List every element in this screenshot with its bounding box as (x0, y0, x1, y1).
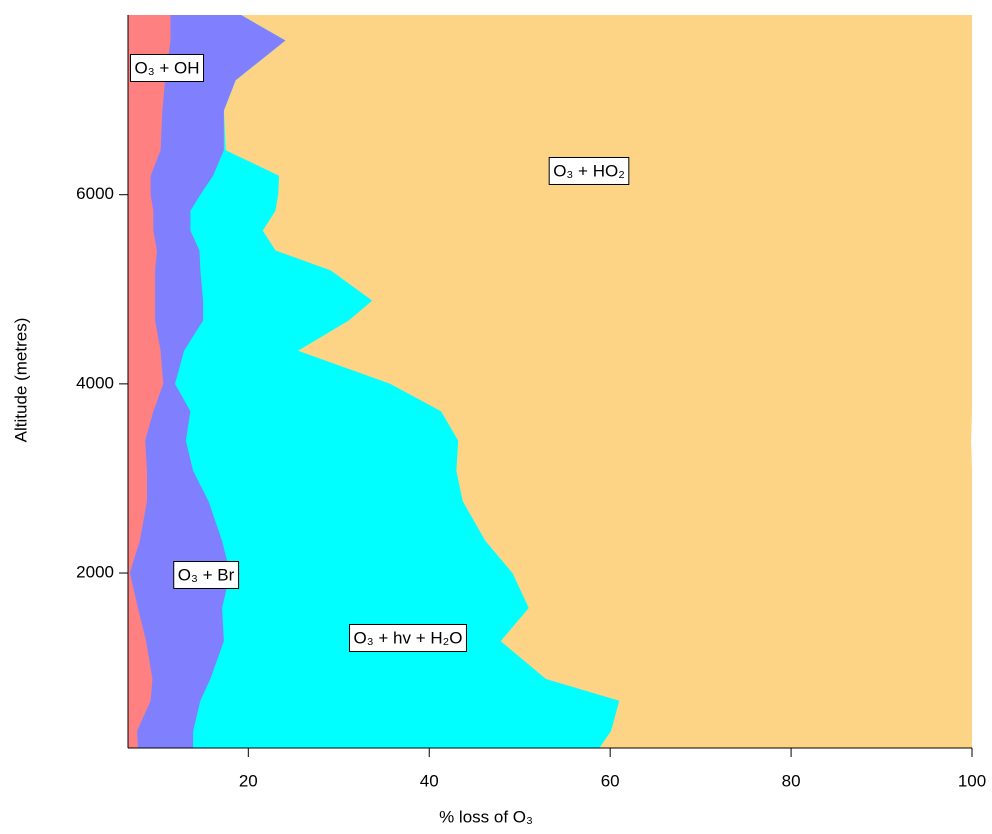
y-tick-label: 4000 (76, 373, 114, 392)
x-axis-label: % loss of O₃ (439, 807, 533, 826)
x-tick-label: 60 (601, 771, 620, 790)
area (128, 15, 171, 748)
x-tick-label: 40 (420, 771, 439, 790)
area (128, 15, 620, 748)
label-box (548, 156, 630, 185)
x-tick-label: 100 (958, 771, 986, 790)
area-label: O₃ + OH (134, 58, 199, 77)
x-tick-label: 20 (239, 771, 258, 790)
annotations: O₃ + OH O₃ + Br O₃ + hv + H₂O O₃ + HO₂ (129, 53, 630, 652)
axes: 20 40 60 80 100 2000 4000 6000 (76, 15, 986, 790)
area (128, 15, 286, 748)
area-label: O₃ + HO₂ (553, 161, 625, 180)
label-box (173, 560, 240, 589)
plot-area (128, 15, 972, 748)
area-label: O₃ + hv + H₂O (354, 628, 463, 647)
label-box (129, 53, 205, 82)
y-tick-label: 2000 (76, 563, 114, 582)
x-tick-label: 80 (782, 771, 801, 790)
y-tick-label: 6000 (76, 184, 114, 203)
area-label: O₃ + Br (178, 565, 235, 584)
label-box (349, 623, 467, 652)
y-axis-label: Altitude (metres) (11, 318, 30, 443)
